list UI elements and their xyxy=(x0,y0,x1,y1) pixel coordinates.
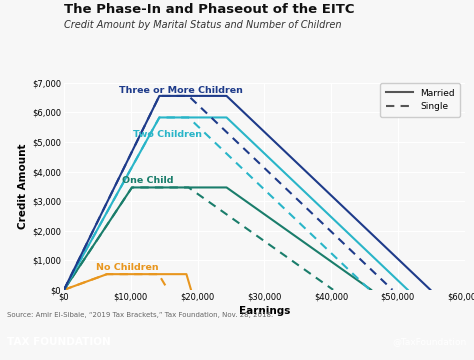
Legend: Married, Single: Married, Single xyxy=(380,83,460,117)
Text: One Child: One Child xyxy=(122,176,173,185)
Text: @TaxFoundation: @TaxFoundation xyxy=(392,338,467,346)
Text: The Phase-In and Phaseout of the EITC: The Phase-In and Phaseout of the EITC xyxy=(64,3,355,16)
Text: Credit Amount by Marital Status and Number of Children: Credit Amount by Marital Status and Numb… xyxy=(64,20,341,30)
X-axis label: Earnings: Earnings xyxy=(238,306,290,316)
Text: Three or More Children: Three or More Children xyxy=(119,86,243,95)
Text: Two Children: Two Children xyxy=(133,130,202,139)
Text: Source: Amir El-Sibaie, “2019 Tax Brackets,” Tax Foundation, Nov. 28, 2018.: Source: Amir El-Sibaie, “2019 Tax Bracke… xyxy=(7,312,273,318)
Y-axis label: Credit Amount: Credit Amount xyxy=(18,144,28,229)
Text: TAX FOUNDATION: TAX FOUNDATION xyxy=(7,337,111,347)
Text: No Children: No Children xyxy=(96,263,159,272)
